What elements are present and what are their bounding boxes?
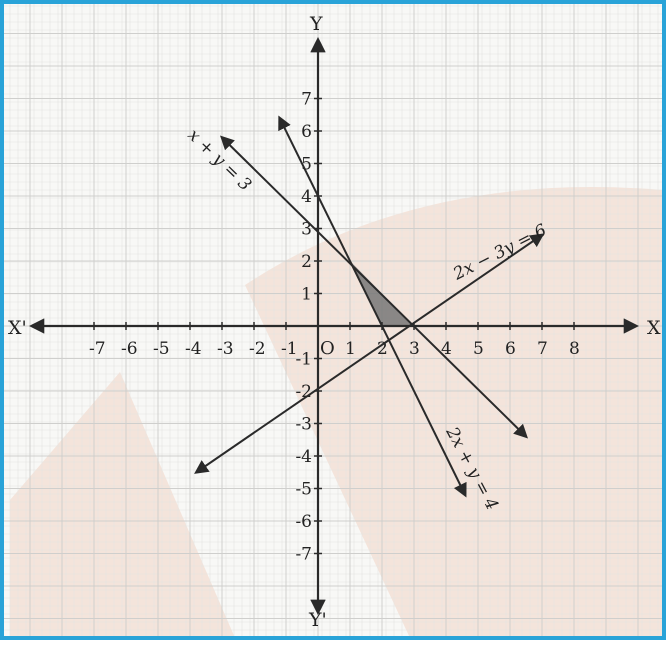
y-tick-label: 1 [301, 285, 312, 305]
x-tick-label: 7 [537, 339, 548, 359]
y-tick-label: -3 [295, 415, 312, 435]
x-tick-label: 5 [473, 339, 484, 359]
x-tick-label: 4 [441, 339, 452, 359]
x-tick-label: -6 [121, 339, 138, 359]
y-tick-label: -1 [295, 350, 312, 370]
x-tick-label: 8 [569, 339, 580, 359]
y-tick-label: 7 [301, 90, 312, 110]
y-tick-label: -7 [295, 545, 312, 565]
y-tick-label: -4 [295, 447, 312, 467]
line-2x-plus-y-4 [278, 115, 467, 498]
y-tick-label: 3 [301, 220, 312, 240]
x-tick-label: -5 [153, 339, 170, 359]
x-tick-label: 6 [505, 339, 516, 359]
x-tick-label: -4 [185, 339, 202, 359]
x-axis-label: X [647, 317, 661, 339]
y-neg-axis-label: Y' [308, 609, 327, 631]
y-tick-label: 4 [301, 187, 312, 207]
x-tick-label: 3 [409, 339, 420, 359]
y-tick-label: -6 [295, 512, 312, 532]
x-neg-axis-label: X' [8, 317, 27, 339]
x-tick-label: -2 [249, 339, 266, 359]
x-tick-label: -3 [217, 339, 234, 359]
x-tick-label: -7 [89, 339, 106, 359]
x-tick-label: 1 [345, 339, 356, 359]
y-tick-label: 6 [301, 122, 312, 142]
y-tick-label: 2 [301, 252, 312, 272]
y-axis-label: Y [309, 13, 323, 35]
origin-label: O [320, 338, 335, 359]
y-tick-label: -5 [295, 480, 312, 500]
